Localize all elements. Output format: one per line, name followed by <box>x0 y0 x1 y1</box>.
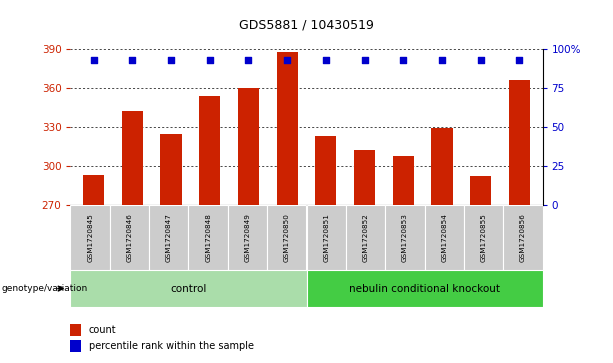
Text: GSM1720849: GSM1720849 <box>245 213 251 262</box>
Text: GSM1720847: GSM1720847 <box>166 213 172 262</box>
Bar <box>385 205 424 270</box>
Point <box>476 57 485 63</box>
Text: nebulin conditional knockout: nebulin conditional knockout <box>349 284 500 294</box>
Bar <box>503 205 543 270</box>
Text: GSM1720850: GSM1720850 <box>284 213 290 262</box>
Bar <box>470 176 491 205</box>
Point <box>321 57 331 63</box>
Text: GSM1720845: GSM1720845 <box>87 213 93 262</box>
Text: GSM1720852: GSM1720852 <box>362 213 368 262</box>
Point <box>166 57 176 63</box>
Bar <box>267 205 306 270</box>
Point <box>398 57 408 63</box>
Text: GSM1720854: GSM1720854 <box>441 213 447 262</box>
Point <box>437 57 447 63</box>
Text: control: control <box>170 284 207 294</box>
Point <box>243 57 253 63</box>
Bar <box>306 205 346 270</box>
Bar <box>70 205 110 270</box>
Bar <box>199 96 221 205</box>
Bar <box>149 205 189 270</box>
Bar <box>354 150 375 205</box>
Text: GSM1720856: GSM1720856 <box>520 213 526 262</box>
Bar <box>464 205 503 270</box>
Text: genotype/variation: genotype/variation <box>1 284 88 293</box>
Text: GSM1720855: GSM1720855 <box>481 213 487 262</box>
Bar <box>122 111 143 205</box>
Bar <box>315 136 337 205</box>
Bar <box>346 205 385 270</box>
Bar <box>110 205 149 270</box>
Bar <box>70 270 306 307</box>
Text: percentile rank within the sample: percentile rank within the sample <box>89 341 254 351</box>
Bar <box>432 129 452 205</box>
Bar <box>189 205 228 270</box>
Point <box>205 57 215 63</box>
Text: GSM1720853: GSM1720853 <box>402 213 408 262</box>
Bar <box>424 205 464 270</box>
Bar <box>228 205 267 270</box>
Text: GSM1720846: GSM1720846 <box>126 213 132 262</box>
Bar <box>238 88 259 205</box>
Bar <box>306 270 543 307</box>
Point <box>282 57 292 63</box>
Bar <box>392 156 414 205</box>
Point <box>514 57 524 63</box>
Bar <box>509 80 530 205</box>
Bar <box>161 134 181 205</box>
Point <box>360 57 370 63</box>
Bar <box>276 52 298 205</box>
Bar <box>70 324 82 336</box>
Text: GSM1720851: GSM1720851 <box>323 213 329 262</box>
Bar <box>70 340 82 352</box>
Text: GDS5881 / 10430519: GDS5881 / 10430519 <box>239 18 374 31</box>
Text: count: count <box>89 325 116 335</box>
Point <box>128 57 137 63</box>
Text: GSM1720848: GSM1720848 <box>205 213 211 262</box>
Bar <box>83 175 104 205</box>
Point <box>89 57 99 63</box>
